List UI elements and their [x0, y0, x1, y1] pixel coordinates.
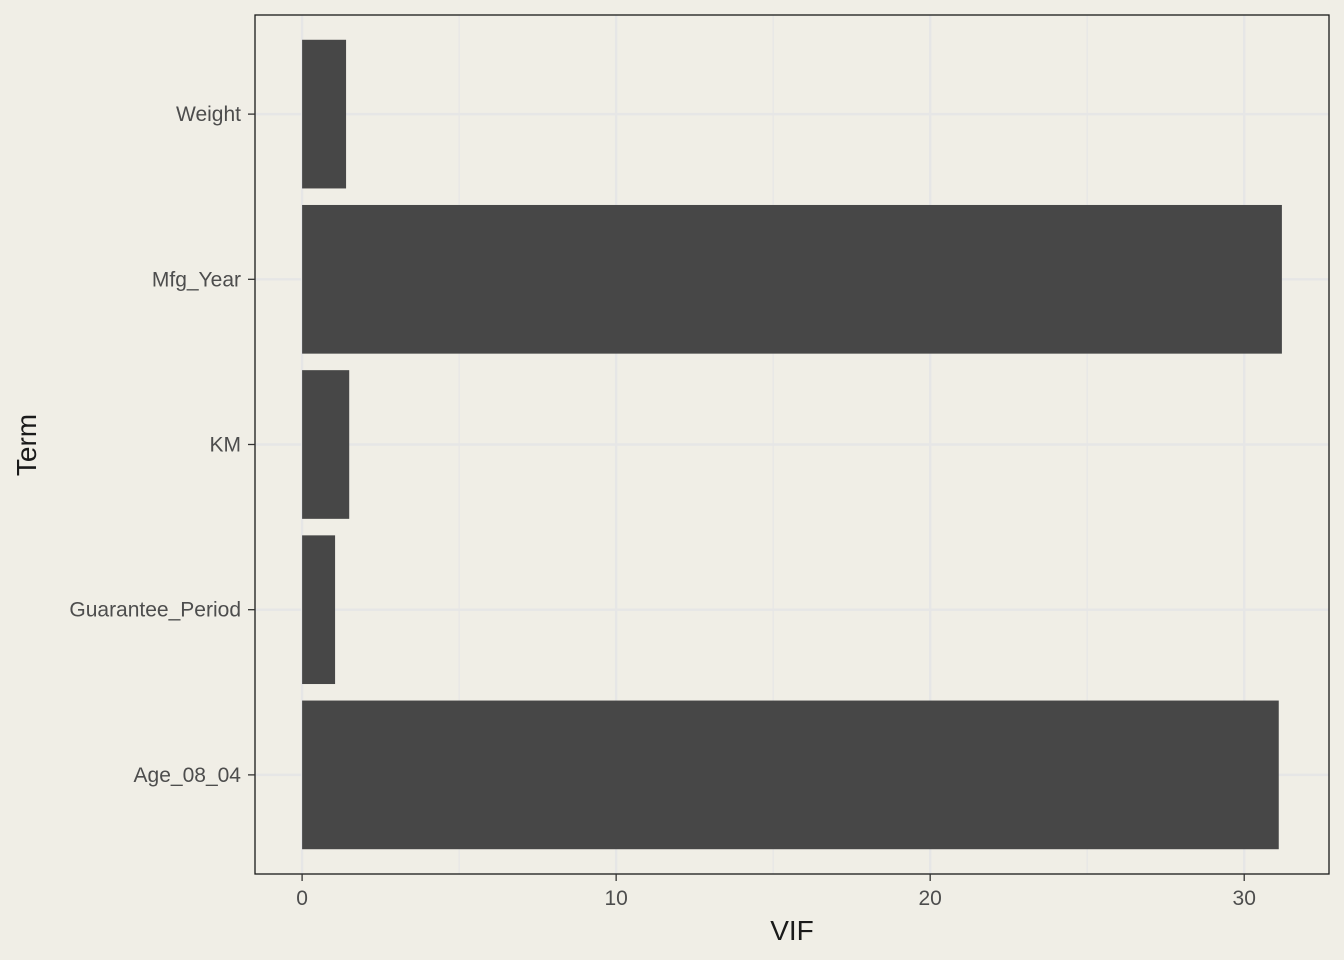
x-tick-label: 10: [604, 887, 627, 910]
y-tick-label: KM: [210, 434, 242, 457]
x-axis-title: VIF: [770, 915, 814, 946]
y-axis-ticks: Age_08_04 Guarantee_Period KM Mfg_Year Weigh…: [69, 103, 255, 787]
x-axis-ticks: 0 10 20 30: [296, 874, 1256, 910]
bar-guarantee-period: [302, 535, 336, 685]
y-tick-label: Weight: [176, 103, 241, 126]
y-tick-label: Mfg_Year: [152, 268, 241, 291]
bar-mfg-year: [302, 204, 1282, 354]
bar-km: [302, 370, 350, 519]
y-tick-label: Age_08_04: [134, 764, 242, 787]
bar-weight: [302, 39, 347, 189]
x-tick-label: 30: [1233, 887, 1256, 910]
x-tick-label: 0: [296, 887, 308, 910]
x-tick-label: 20: [918, 887, 941, 910]
bar-age-08-04: [302, 700, 1279, 850]
y-tick-label: Guarantee_Period: [69, 599, 241, 622]
y-axis-title: Term: [11, 414, 42, 476]
bars: [302, 39, 1282, 850]
